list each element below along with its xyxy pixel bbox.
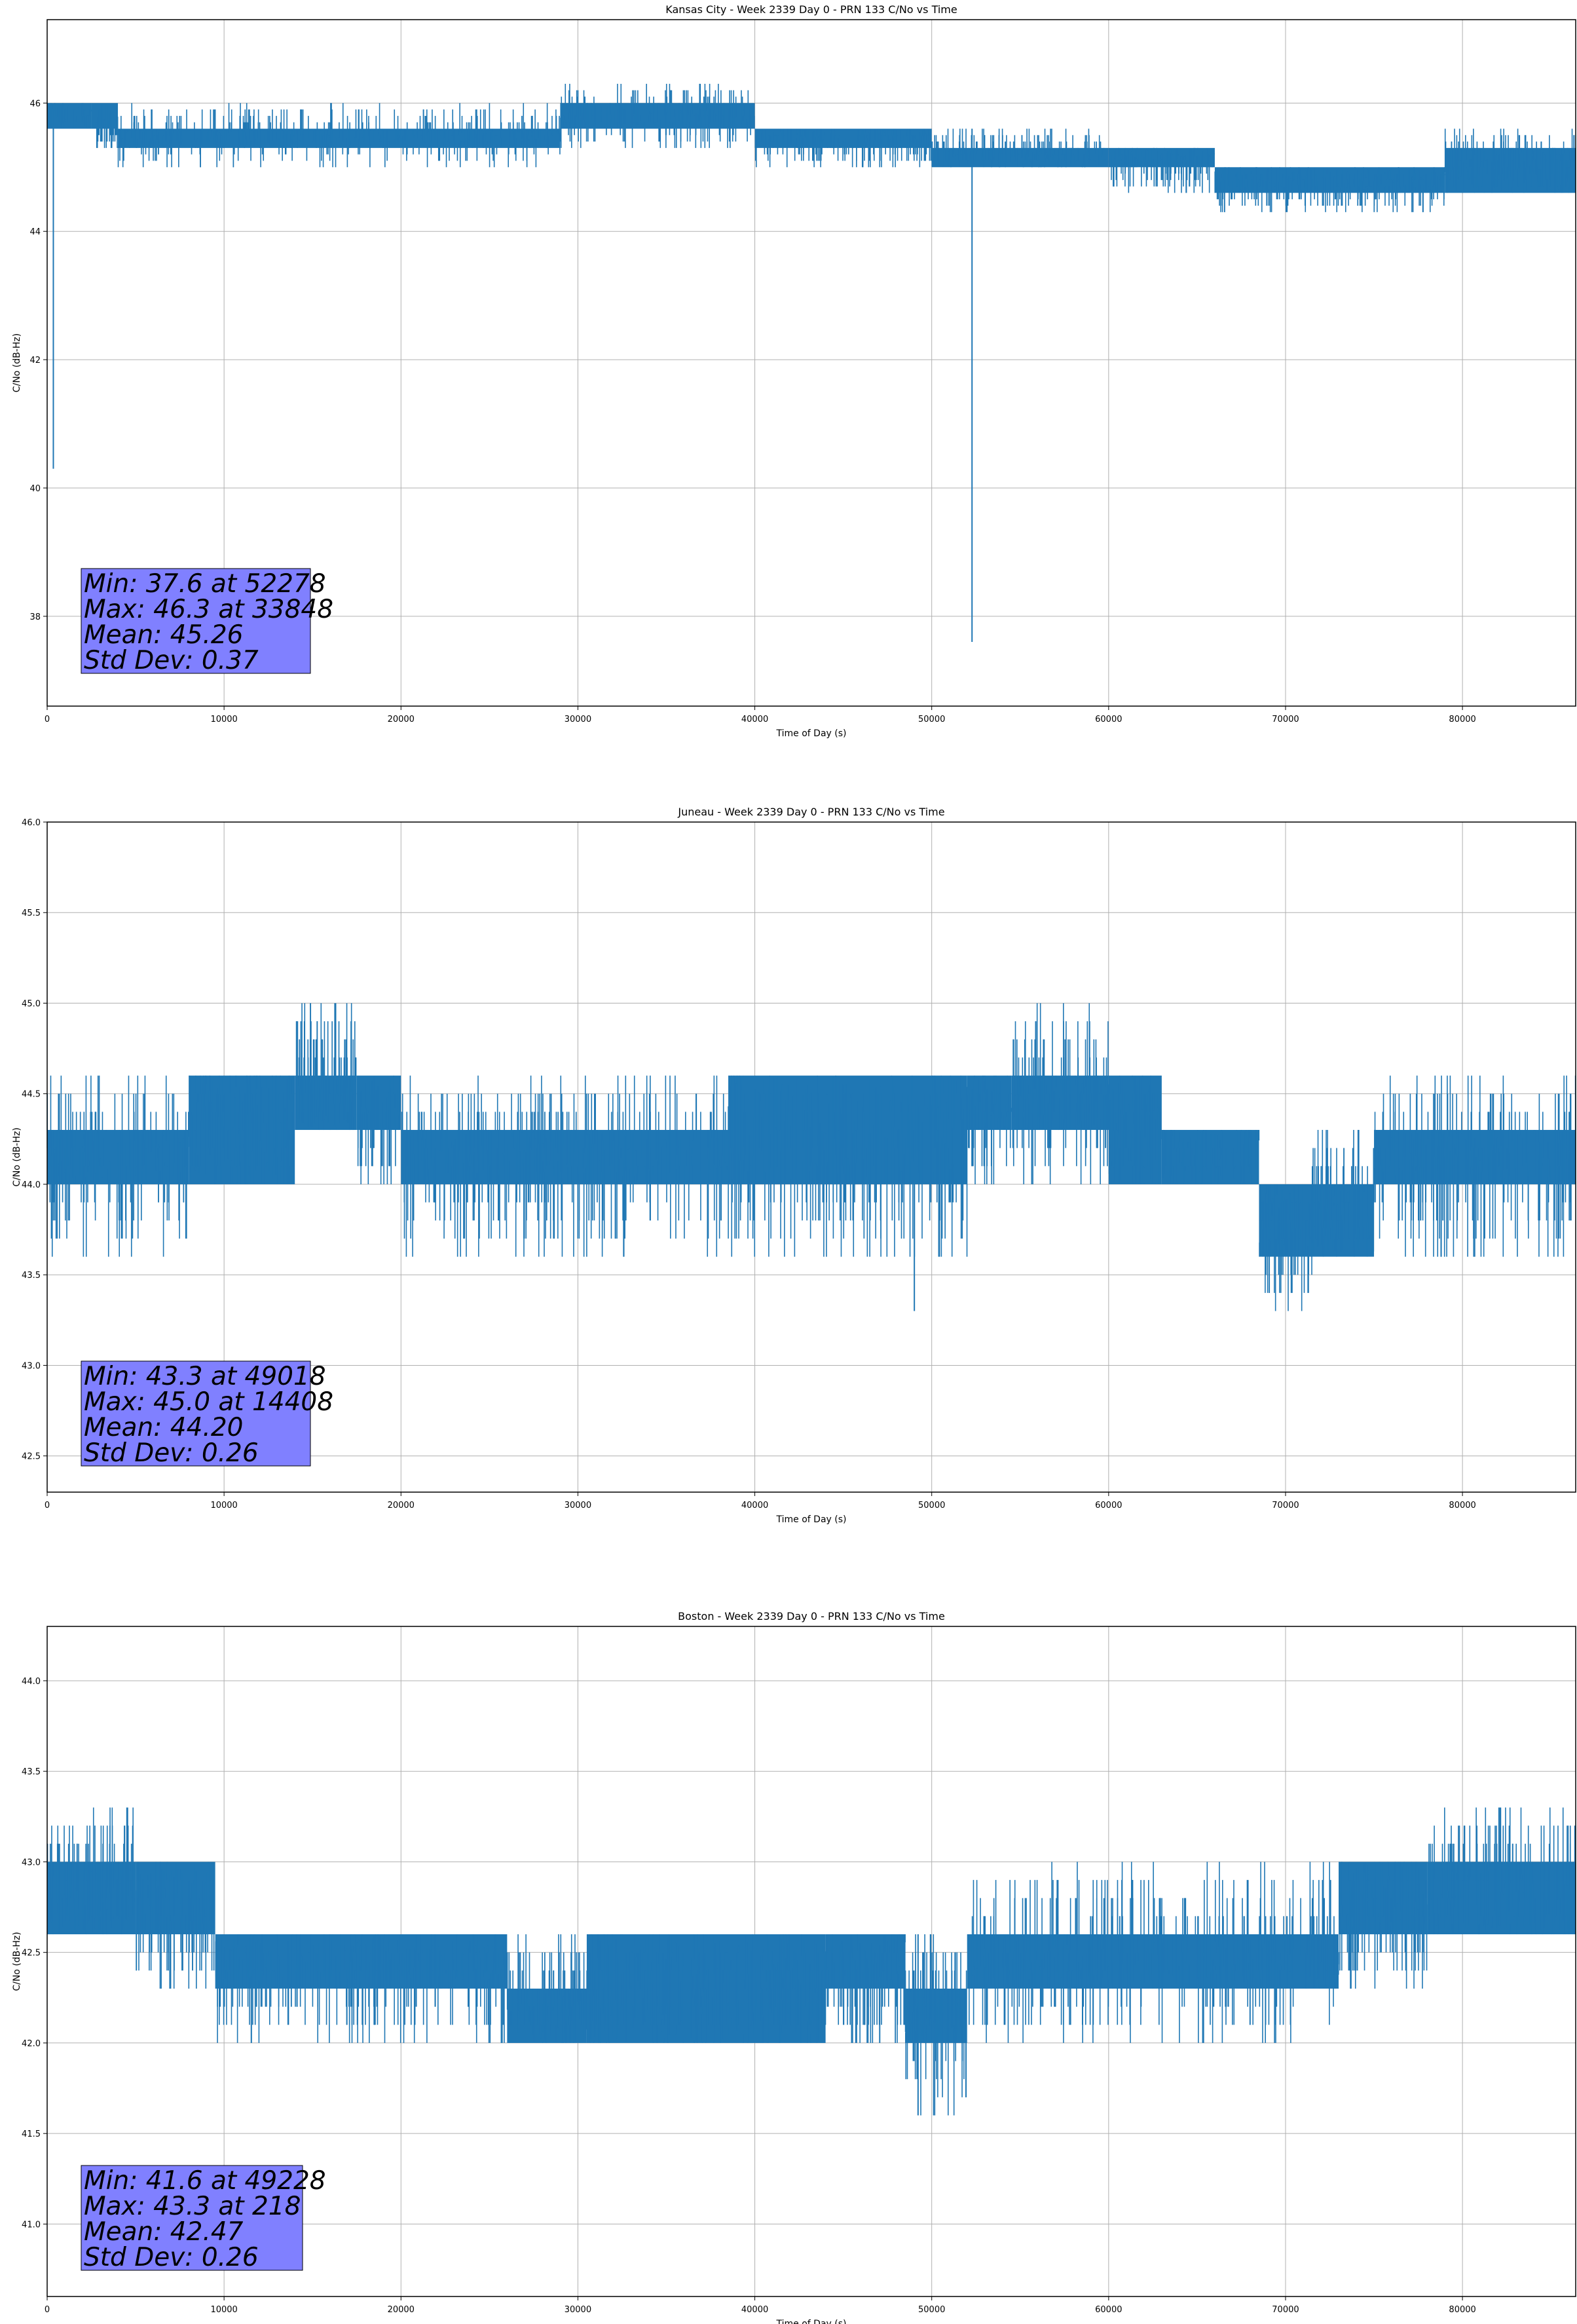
y-tick-label: 43.0 xyxy=(22,1361,41,1371)
x-axis-label: Time of Day (s) xyxy=(776,1514,847,1525)
stats-box-background xyxy=(81,1360,311,1467)
y-tick-label: 42 xyxy=(29,356,41,365)
x-tick-label: 50000 xyxy=(918,715,945,724)
series-line xyxy=(46,83,1576,643)
y-tick-label: 44 xyxy=(29,227,41,237)
x-tick-label: 20000 xyxy=(388,715,415,724)
stats-line: Max: 46.3 at 33848 xyxy=(84,595,333,624)
series-band xyxy=(401,1130,729,1184)
x-tick-label: 80000 xyxy=(1449,1501,1475,1510)
stats-line: Std Dev: 0.26 xyxy=(84,1438,259,1468)
stats-line: Mean: 44.20 xyxy=(84,1413,243,1442)
x-tick-label: 30000 xyxy=(565,1501,591,1510)
x-tick-label: 30000 xyxy=(565,715,591,724)
stats-line: Min: 43.3 at 49018 xyxy=(84,1362,326,1391)
stats-line: Std Dev: 0.37 xyxy=(84,646,259,675)
x-tick-label: 60000 xyxy=(1095,715,1122,724)
stats-line: Min: 37.6 at 52278 xyxy=(84,569,326,599)
y-tick-label: 46 xyxy=(29,99,41,109)
chart-title: Kansas City - Week 2339 Day 0 - PRN 133 … xyxy=(665,3,957,16)
x-tick-label: 0 xyxy=(45,1501,50,1510)
series-band xyxy=(1011,1076,1109,1131)
y-tick-label: 43.5 xyxy=(22,1271,41,1281)
x-tick-label: 20000 xyxy=(388,1501,415,1510)
chart-2: 0 10000 20000 30000 40000 50000 60000 70000 8000… xyxy=(12,1610,1576,2324)
y-tick-label: 44.5 xyxy=(22,1090,41,1100)
stats-box-background xyxy=(81,568,311,674)
x-tick-label: 40000 xyxy=(741,1501,768,1510)
series-band xyxy=(215,1934,508,1989)
series-line xyxy=(46,1807,1576,2116)
x-tick-label: 0 xyxy=(45,715,50,724)
y-tick-label: 38 xyxy=(29,612,41,622)
x-tick-label: 60000 xyxy=(1095,1501,1122,1510)
y-axis-label: C/No (dB-Hz) xyxy=(12,1127,22,1186)
series-line xyxy=(46,1003,1576,1311)
series-band xyxy=(189,1076,295,1184)
chart-title: Juneau - Week 2339 Day 0 - PRN 133 C/No … xyxy=(677,806,944,818)
x-tick-label: 70000 xyxy=(1272,715,1299,724)
axes-frame xyxy=(46,19,1576,707)
x-tick-label: 40000 xyxy=(741,715,768,724)
y-tick-label: 40 xyxy=(29,484,41,494)
stats-line: Max: 45.0 at 14408 xyxy=(84,1387,333,1417)
y-tick-label: 45.0 xyxy=(22,999,41,1009)
y-tick-label: 44.0 xyxy=(22,1180,41,1190)
x-tick-label: 70000 xyxy=(1272,1501,1299,1510)
stats-line: Mean: 45.26 xyxy=(84,620,243,650)
x-tick-label: 10000 xyxy=(210,1501,237,1510)
x-tick-label: 10000 xyxy=(210,715,237,724)
y-axis-label: C/No (dB-Hz) xyxy=(12,333,22,392)
y-tick-label: 42.5 xyxy=(22,1452,41,1462)
y-tick-label: 46.0 xyxy=(22,818,41,828)
series-band xyxy=(967,1076,1012,1131)
x-tick-label: 80000 xyxy=(1449,715,1475,724)
chart-0: 0 10000 20000 30000 40000 50000 60000 70000 8000… xyxy=(12,3,1576,739)
x-tick-label: 50000 xyxy=(918,1501,945,1510)
y-tick-label: 45.5 xyxy=(22,909,41,918)
axes-frame xyxy=(46,821,1576,1493)
x-axis-label: Time of Day (s) xyxy=(776,728,847,739)
chart-1: 0 10000 20000 30000 40000 50000 60000 70000 8000… xyxy=(12,806,1576,1525)
